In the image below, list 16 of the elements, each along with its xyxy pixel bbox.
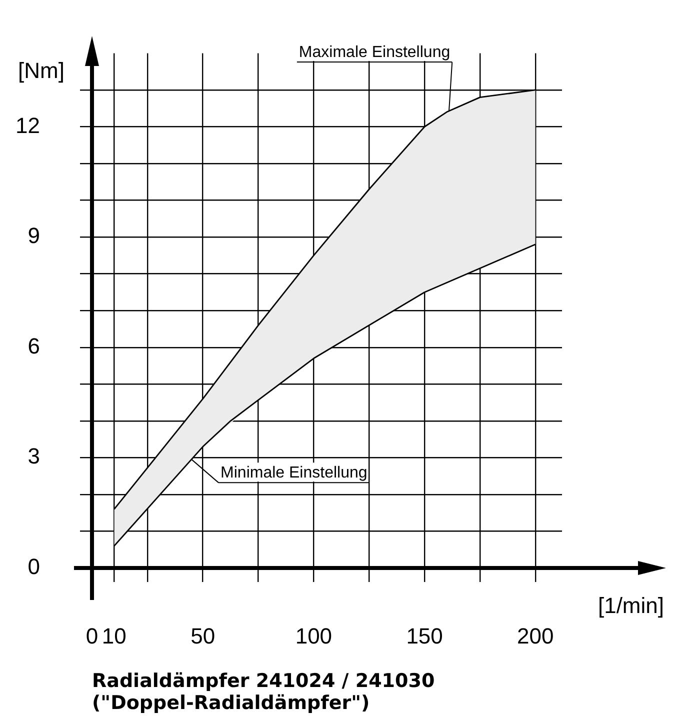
x-tick-label: 200 [517, 623, 554, 648]
annotation: Maximale Einstellung [298, 44, 450, 62]
text: Radialdämpfer 241024 / 241030 ("Doppel-Radialdämpfer") [92, 670, 435, 714]
y-tick-label: 12 [16, 112, 40, 138]
y-tick-label: 0 [28, 554, 40, 580]
x-axis-title: [1/min] [598, 593, 664, 618]
x-tick-label: 50 [190, 623, 216, 648]
annotation: Minimale Einstellung [220, 464, 368, 482]
y-tick-label: 6 [28, 333, 40, 358]
y-tick-label: 9 [28, 223, 40, 248]
x-tick-label: 100 [295, 623, 332, 648]
y-tick-label: 3 [28, 444, 40, 469]
x-tick-label: 150 [406, 623, 443, 648]
x-tick-label: 10 [102, 623, 126, 648]
x-tick-label: 0 [86, 623, 98, 648]
y-axis-title: [Nm] [18, 58, 64, 83]
